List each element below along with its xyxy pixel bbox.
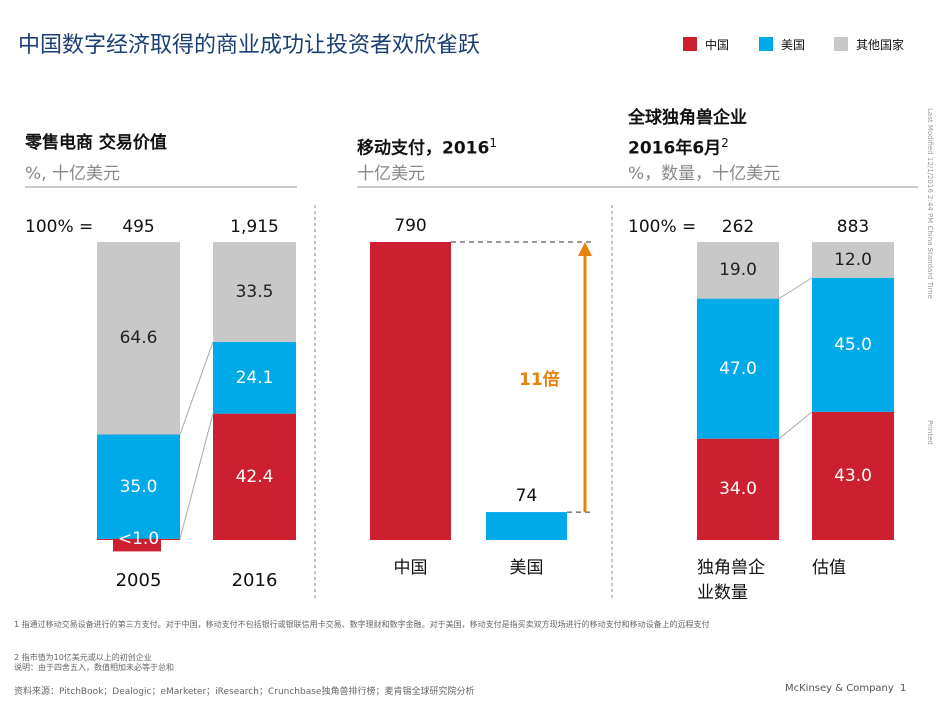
category-label: 独角兽企业数量 [697, 558, 765, 603]
footnote: 2 指市值为10亿美元或以上的初创企业 [14, 653, 152, 662]
panel-title-line: 零售电商 交易价值 [25, 133, 167, 153]
panel-subtitle: %，数量，十亿美元 [628, 164, 781, 184]
segment-label: 24.1 [235, 367, 274, 388]
arrow-head [578, 242, 592, 256]
category-label: 美国 [509, 558, 544, 578]
bar-segment [812, 277, 894, 412]
page-number: 1 [900, 683, 907, 694]
annotation: 11倍 [519, 370, 560, 391]
side-note: Printed [926, 420, 934, 445]
category-label: 2005 [115, 570, 162, 591]
connector [778, 277, 813, 300]
connector [179, 341, 214, 435]
segment-label: 64.6 [119, 328, 158, 349]
segment-label: 19.0 [719, 260, 757, 281]
bar-segment [97, 242, 180, 435]
footnote: 1 指通过移动交易设备进行的第三方支付。对于中国，移动支付不包括银行或银联信用卡… [14, 620, 710, 629]
legend-label: 美国 [781, 38, 806, 52]
legend-swatch [683, 37, 697, 51]
source: 资料来源：PitchBook；Dealogic；eMarketer；iResea… [14, 687, 475, 697]
panel-title: 全球独角兽企业 2016年6月2 [628, 106, 747, 162]
footnote: 说明：由于四舍五入，数值相加未必等于总和 [14, 663, 174, 672]
total-label: 262 [721, 217, 755, 237]
footer-company: McKinsey & Company [785, 683, 894, 694]
panel-title-line: 2016年6月2 [628, 136, 729, 159]
panel-title: 移动支付，20161 [357, 131, 497, 162]
panel-title: 零售电商 交易价值 [25, 131, 167, 156]
bar-segment [213, 242, 296, 342]
segment-label: 42.4 [235, 466, 274, 487]
segment-label: 45.0 [834, 334, 872, 355]
bar [370, 242, 451, 540]
category-label: 估值 [812, 558, 846, 578]
category-label: 2016 [231, 570, 278, 591]
value-label: 790 [394, 216, 427, 236]
segment-label: 33.5 [235, 281, 274, 302]
footnote-ref: 1 [489, 136, 497, 150]
bar-segment [697, 242, 779, 299]
category-label: 中国 [393, 558, 428, 578]
segment-label: 43.0 [834, 465, 872, 486]
bar-segment [97, 434, 180, 539]
total-prefix: 100% = [25, 217, 94, 237]
bar-segment [213, 413, 296, 540]
legend-label: 中国 [705, 38, 730, 52]
segment-label: 12.0 [834, 249, 872, 270]
total-label: 883 [836, 217, 870, 237]
value-label: 74 [515, 486, 538, 507]
segment-label: 47.0 [719, 358, 757, 379]
legend-label: 其他国家 [856, 38, 905, 52]
bar-segment [697, 298, 779, 439]
side-note: Last Modified 12/1/2016 2:44 PM China St… [926, 108, 934, 299]
connector [778, 411, 813, 440]
segment-label: 34.0 [719, 479, 757, 500]
bar-segment [697, 438, 779, 540]
bar [486, 512, 567, 540]
panel-subtitle: 十亿美元 [357, 164, 425, 184]
total-label: 495 [122, 217, 155, 237]
footnote-ref: 2 [721, 136, 729, 150]
bar-segment [213, 341, 296, 414]
total-prefix: 100% = [628, 217, 697, 237]
segment-label: 35.0 [119, 476, 158, 497]
panel-title-line: 全球独角兽企业 [628, 108, 747, 128]
panel-title-line: 移动支付，20161 [357, 136, 497, 159]
legend-swatch [834, 37, 848, 51]
bar-segment [812, 242, 894, 278]
panel-subtitle: %, 十亿美元 [25, 164, 120, 184]
segment-label: <1.0 [117, 529, 160, 550]
total-label: 1,915 [230, 217, 279, 237]
page-title: 中国数字经济取得的商业成功让投资者欢欣雀跃 [18, 33, 481, 58]
connector [179, 413, 214, 539]
bar-segment [812, 411, 894, 540]
legend-swatch [759, 37, 773, 51]
